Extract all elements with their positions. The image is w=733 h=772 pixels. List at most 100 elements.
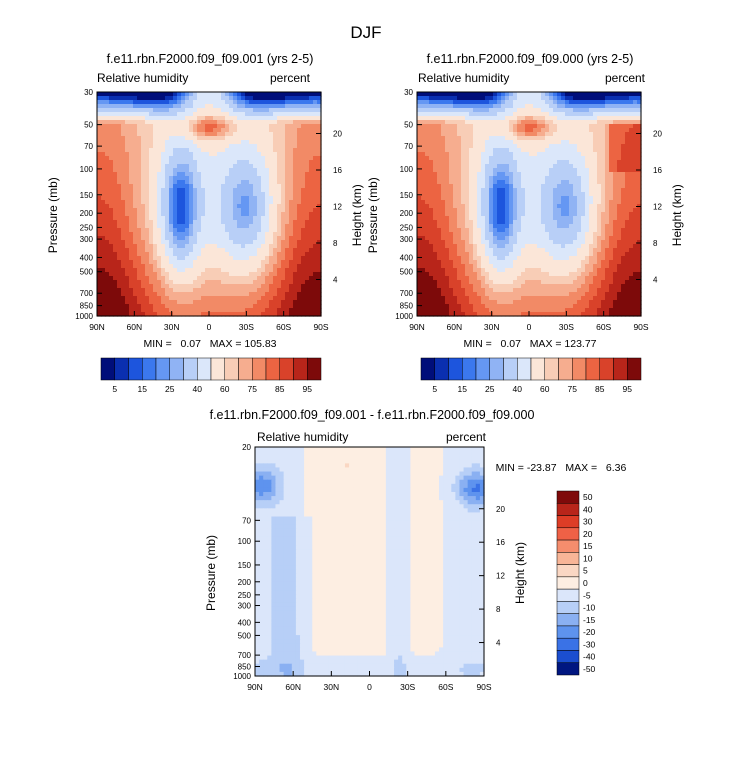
field-cell [257, 212, 262, 217]
field-cell [145, 244, 150, 249]
field-cell [213, 292, 218, 297]
field-cell [469, 164, 474, 169]
field-cell [245, 260, 250, 265]
field-cell [261, 188, 266, 193]
field-cell [253, 140, 258, 145]
field-cell [301, 144, 306, 149]
field-cell [165, 240, 170, 245]
field-cell [177, 212, 182, 217]
field-cell [265, 116, 270, 121]
field-cell [205, 168, 210, 173]
field-cell [469, 100, 474, 105]
field-cell [457, 104, 462, 109]
field-cell [197, 296, 202, 301]
field-cell [553, 212, 558, 217]
field-cell [289, 224, 294, 229]
field-cell [285, 192, 290, 197]
field-cell [105, 268, 110, 273]
field-cell [113, 152, 118, 157]
field-cell [105, 228, 110, 233]
field-cell [501, 132, 506, 137]
field-cell [129, 176, 134, 181]
field-cell [309, 276, 314, 281]
field-cell [605, 112, 610, 117]
field-cell [625, 200, 630, 205]
field-cell [181, 112, 186, 117]
field-cell [101, 216, 106, 221]
height-tick-label: 4 [333, 275, 338, 284]
field-cell [269, 108, 274, 113]
field-cell [477, 136, 482, 141]
field-cell [593, 104, 598, 109]
field-cell [569, 120, 574, 125]
field-cell [625, 108, 630, 113]
field-cell [217, 200, 222, 205]
field-cell [533, 100, 538, 105]
field-cell [433, 104, 438, 109]
colorbar-label: 25 [165, 384, 175, 394]
field-cell [113, 260, 118, 265]
field-cell [121, 292, 126, 297]
field-cell [277, 264, 282, 269]
field-cell [217, 232, 222, 237]
field-cell [277, 216, 282, 221]
field-cell [249, 96, 254, 101]
field-cell [193, 260, 198, 265]
field-cell [269, 224, 274, 229]
field-cell [237, 172, 242, 177]
field-cell [145, 108, 150, 113]
field-cell [433, 184, 438, 189]
field-cell [537, 216, 542, 221]
field-cell [489, 140, 494, 145]
field-cell [285, 184, 290, 189]
field-cell [545, 188, 550, 193]
field-cell [241, 152, 246, 157]
field-cell [317, 132, 322, 137]
field-cell [125, 140, 130, 145]
field-cell [505, 212, 510, 217]
field-cell [109, 224, 114, 229]
field-cell [481, 152, 486, 157]
field-cell [293, 212, 298, 217]
field-cell [129, 280, 134, 285]
field-cell [437, 140, 442, 145]
field-cell [561, 144, 566, 149]
field-cell [573, 192, 578, 197]
field-cell [285, 176, 290, 181]
field-cell [241, 304, 246, 309]
field-cell [497, 176, 502, 181]
field-cell [297, 276, 302, 281]
field-cell [285, 172, 290, 177]
field-cells [97, 92, 322, 317]
colorbar-label: 85 [275, 384, 285, 394]
field-cell [513, 112, 518, 117]
field-cell [189, 116, 194, 121]
field-cell [137, 268, 142, 273]
field-cell [625, 116, 630, 121]
field-cell [133, 112, 138, 117]
field-cell [613, 116, 618, 121]
field-cell [109, 268, 114, 273]
field-cell [569, 92, 574, 97]
field-cell [149, 136, 154, 141]
field-cell [121, 284, 126, 289]
field-cell [137, 248, 142, 253]
field-cell [133, 220, 138, 225]
field-cell [609, 96, 614, 101]
field-cell [157, 156, 162, 161]
field-cell [133, 248, 138, 253]
field-cell [293, 108, 298, 113]
field-cell [261, 304, 266, 309]
field-cell [453, 100, 458, 105]
field-cell [213, 92, 218, 97]
field-cell [225, 308, 230, 313]
field-cell [261, 144, 266, 149]
field-cell [281, 180, 286, 185]
field-cell [205, 240, 210, 245]
field-cell [277, 280, 282, 285]
field-cell [197, 148, 202, 153]
field-cell [113, 144, 118, 149]
field-cell [149, 312, 154, 317]
field-cell [209, 116, 214, 121]
field-cell [441, 92, 446, 97]
